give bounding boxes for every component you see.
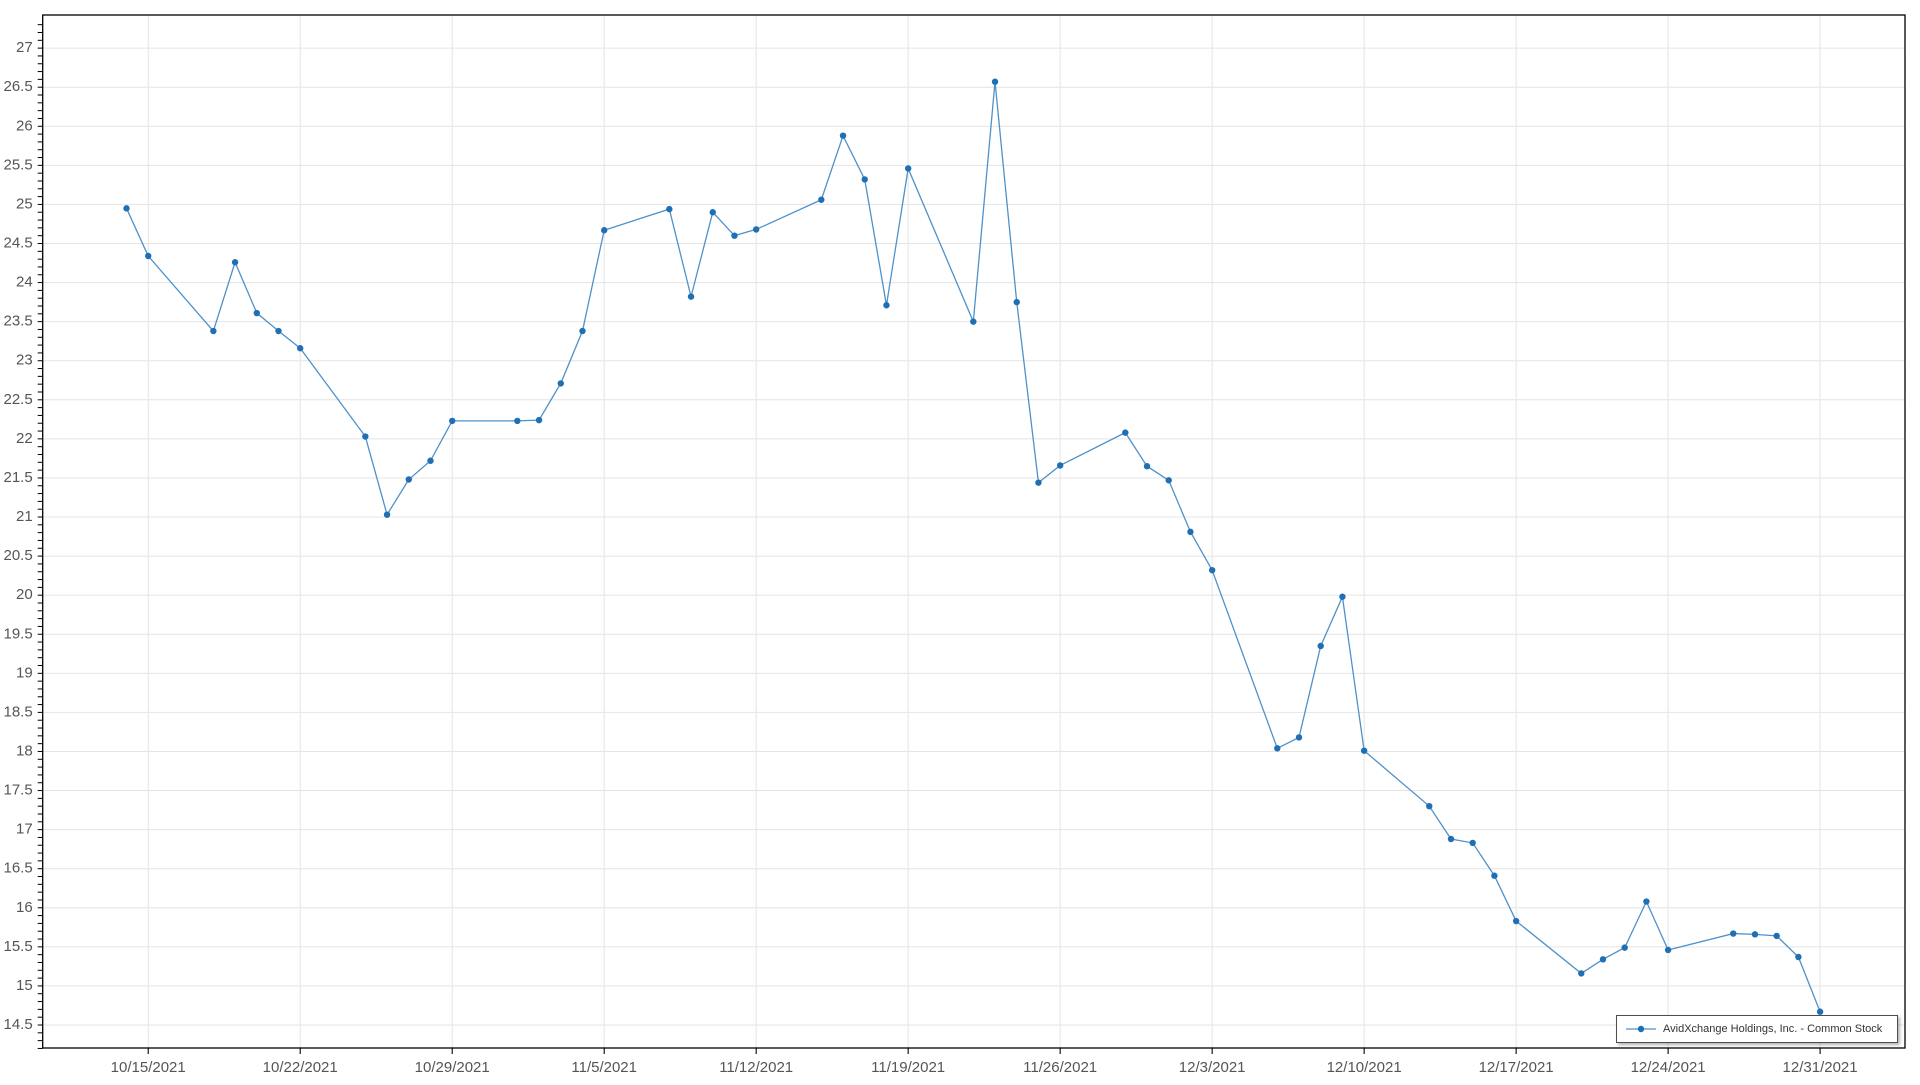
svg-text:24.5: 24.5: [3, 235, 32, 252]
svg-text:14.5: 14.5: [3, 1016, 32, 1033]
svg-text:10/22/2021: 10/22/2021: [263, 1059, 338, 1076]
svg-text:16: 16: [16, 899, 33, 916]
svg-text:11/26/2021: 11/26/2021: [1023, 1059, 1097, 1076]
svg-text:22.5: 22.5: [3, 391, 32, 408]
svg-text:18.5: 18.5: [3, 703, 32, 720]
svg-text:20: 20: [16, 586, 33, 603]
svg-text:20.5: 20.5: [3, 547, 32, 564]
svg-text:16.5: 16.5: [3, 860, 32, 877]
svg-text:21.5: 21.5: [3, 469, 32, 486]
svg-text:26.5: 26.5: [3, 78, 32, 95]
svg-text:11/19/2021: 11/19/2021: [871, 1059, 945, 1076]
svg-text:23: 23: [16, 352, 33, 369]
svg-text:15.5: 15.5: [3, 938, 32, 955]
svg-text:12/3/2021: 12/3/2021: [1179, 1059, 1246, 1076]
svg-text:12/31/2021: 12/31/2021: [1783, 1059, 1858, 1076]
svg-text:27: 27: [16, 39, 33, 56]
svg-text:25: 25: [16, 195, 33, 212]
svg-text:21: 21: [16, 508, 33, 525]
svg-text:11/12/2021: 11/12/2021: [719, 1059, 793, 1076]
svg-text:19.5: 19.5: [3, 625, 32, 642]
svg-text:11/5/2021: 11/5/2021: [571, 1059, 637, 1076]
svg-text:10/29/2021: 10/29/2021: [415, 1059, 490, 1076]
svg-text:17: 17: [16, 821, 33, 838]
svg-text:10/15/2021: 10/15/2021: [111, 1059, 186, 1076]
svg-text:12/17/2021: 12/17/2021: [1479, 1059, 1554, 1076]
svg-text:12/10/2021: 12/10/2021: [1327, 1059, 1402, 1076]
svg-text:12/24/2021: 12/24/2021: [1631, 1059, 1706, 1076]
svg-text:18: 18: [16, 742, 33, 759]
svg-text:25.5: 25.5: [3, 156, 32, 173]
svg-text:22: 22: [16, 430, 33, 447]
svg-text:26: 26: [16, 117, 33, 134]
svg-text:23.5: 23.5: [3, 313, 32, 330]
svg-text:24: 24: [16, 274, 33, 291]
svg-text:19: 19: [16, 664, 33, 681]
svg-text:17.5: 17.5: [3, 782, 32, 799]
svg-text:15: 15: [16, 977, 33, 994]
